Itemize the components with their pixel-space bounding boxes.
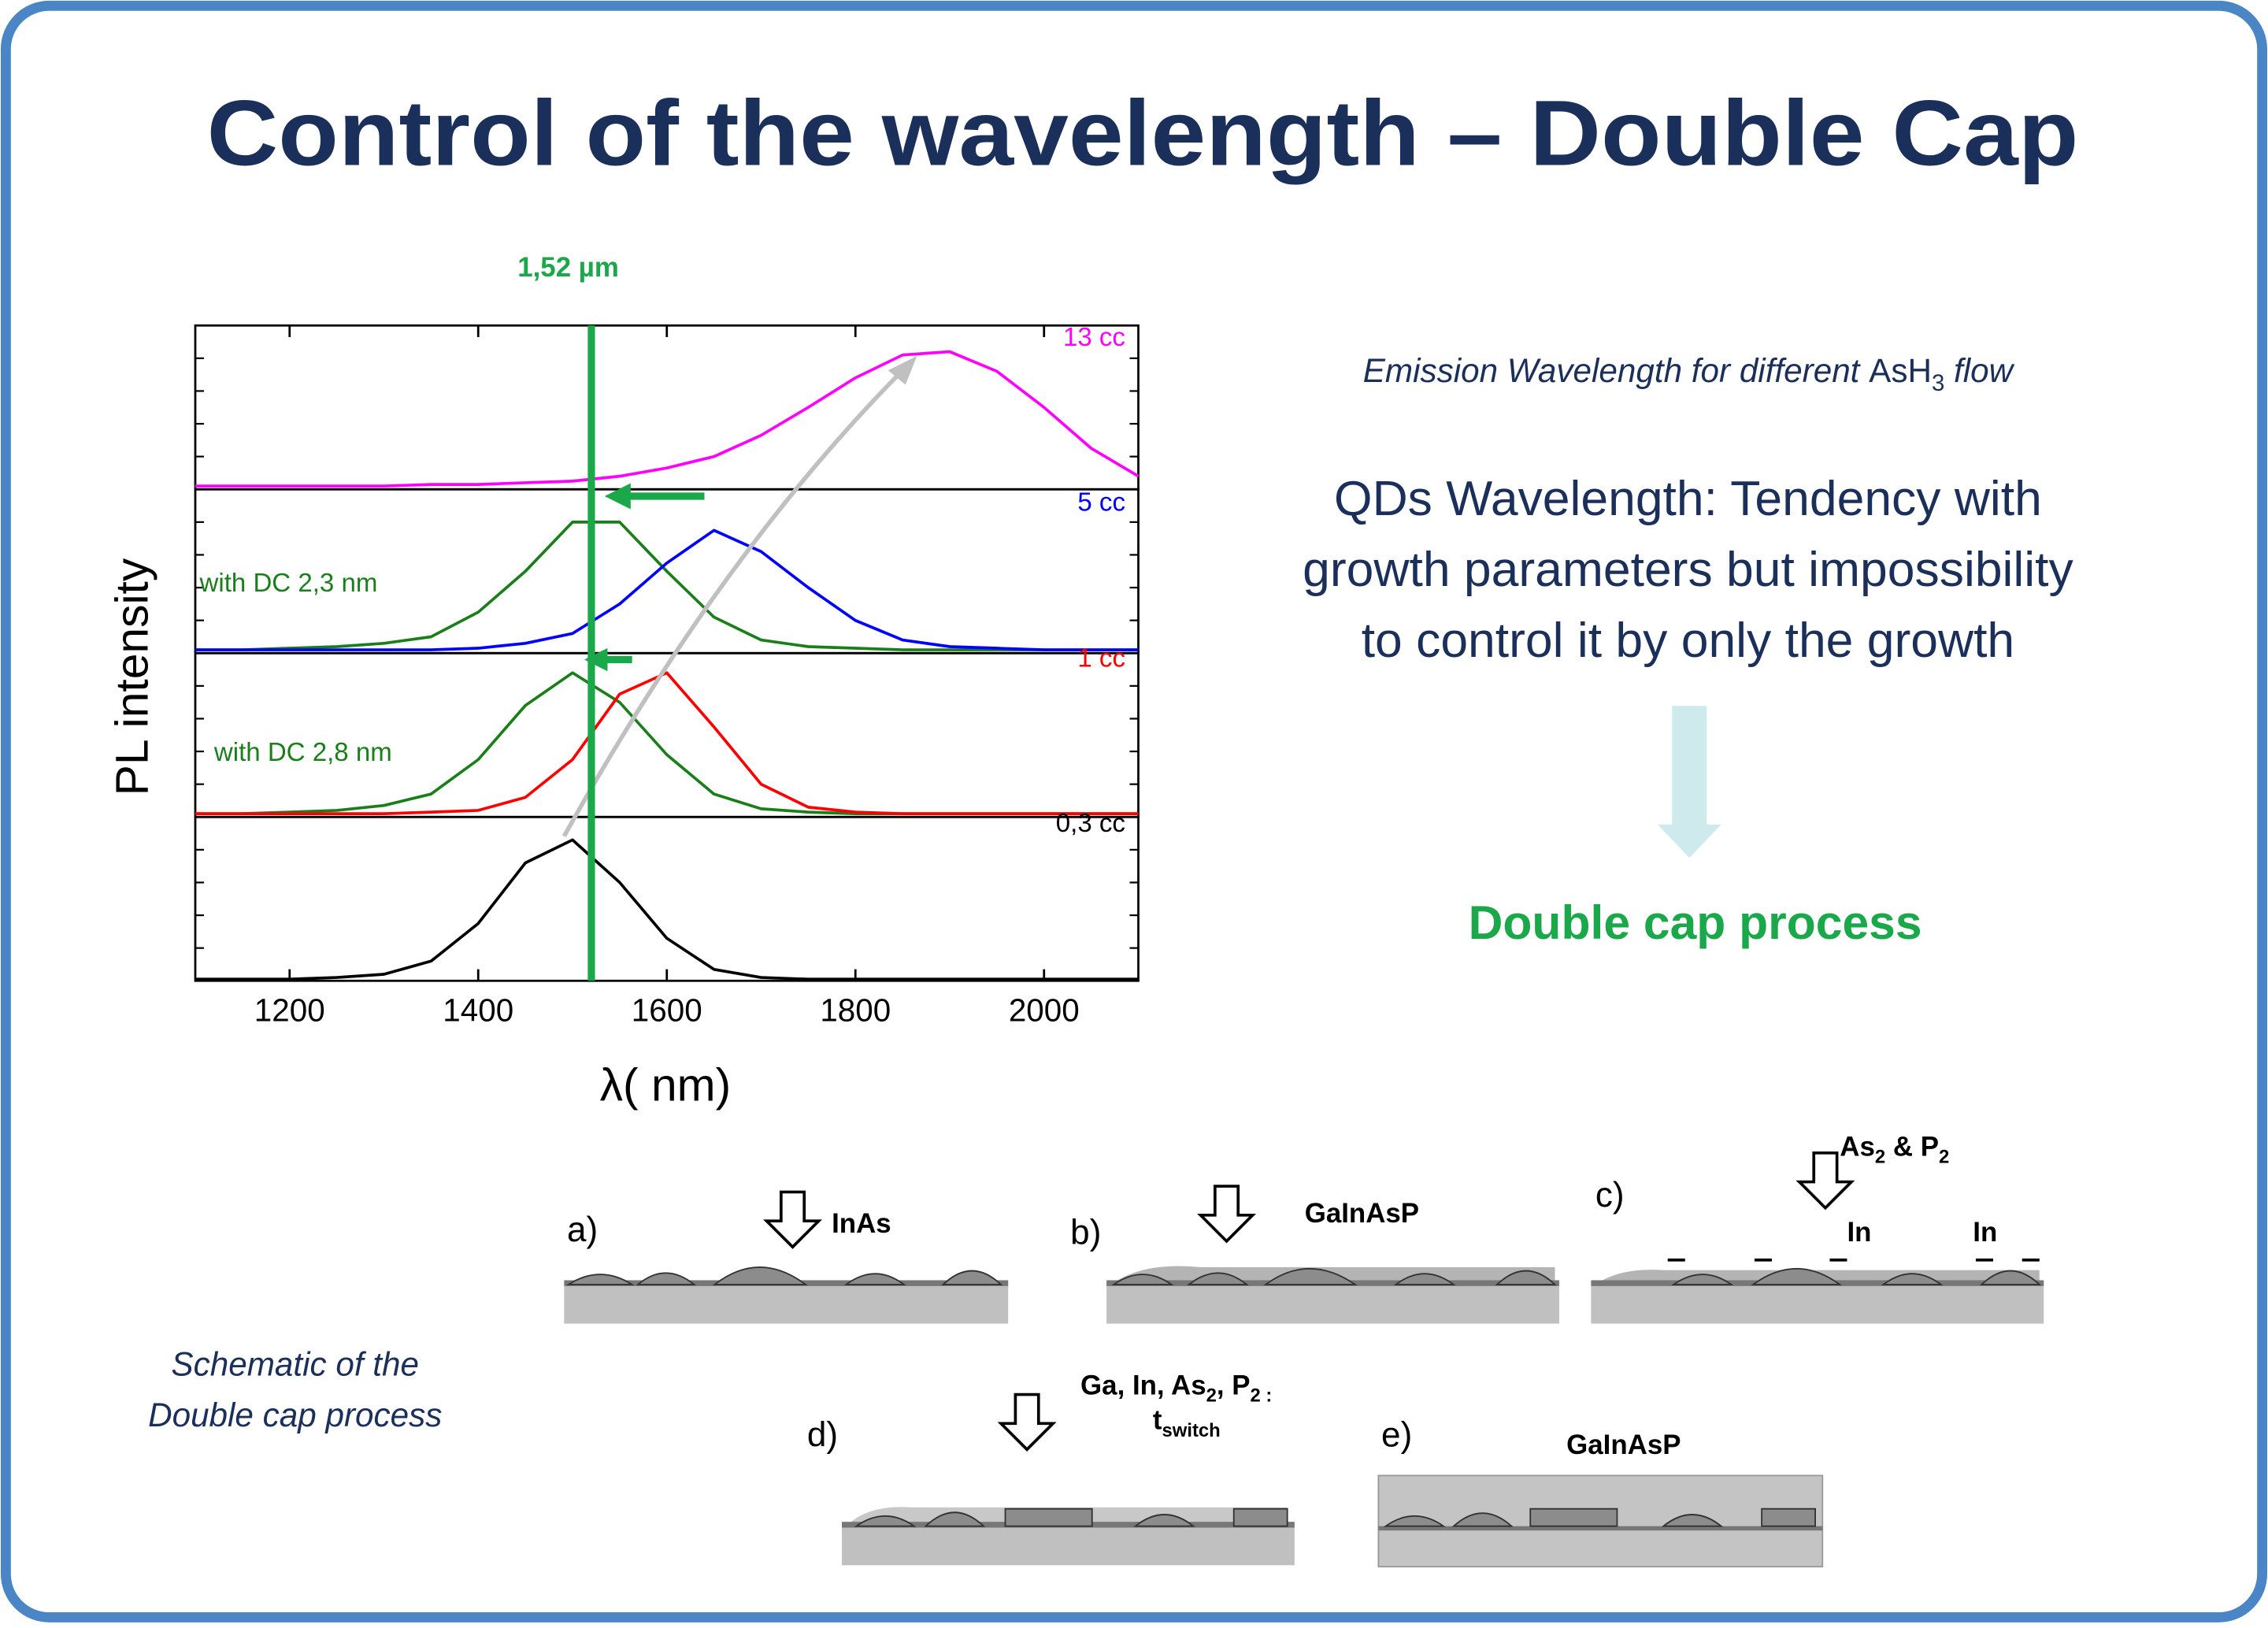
down-arrow	[1657, 706, 1721, 859]
schematic-caption: Double cap process	[148, 1396, 442, 1433]
time-label: tswitch	[1153, 1405, 1221, 1441]
quantum-dots	[1111, 1267, 1557, 1285]
flux-arrow	[1197, 1185, 1257, 1244]
x-tick-label: 1200	[254, 992, 325, 1029]
step-label: d)	[807, 1416, 838, 1455]
conclusion: Double cap process	[1469, 896, 1922, 949]
caption-text: flow	[1944, 352, 2014, 389]
time-text: t	[1153, 1405, 1162, 1436]
caption-text: Emission Wavelength for different	[1363, 352, 1869, 389]
flux-subscript: 2	[1251, 1385, 1261, 1407]
flux-label: As2 & P2	[1840, 1132, 1949, 1168]
spectrum-line	[195, 838, 1139, 981]
quantum-dots	[854, 1507, 1288, 1527]
caption-subscript: 3	[1932, 370, 1944, 396]
series-label: with DC 2,8 nm	[213, 738, 392, 767]
x-tick-label: 1600	[632, 992, 702, 1029]
x-tick-label: 2000	[1009, 992, 1080, 1029]
step-label: e)	[1381, 1416, 1412, 1455]
step-e: e) GaInAsP	[1377, 1416, 1824, 1568]
substrate	[841, 1526, 1295, 1566]
series-label: 0,3 cc	[1056, 809, 1125, 838]
quantum-dots	[1671, 1267, 2042, 1285]
quantum-dots	[1383, 1507, 1816, 1527]
slide-title: Control of the wavelength – Double Cap	[207, 81, 2079, 184]
flux-arrow	[1796, 1151, 1855, 1211]
species-label: In	[1847, 1217, 1871, 1248]
step-label: c)	[1595, 1176, 1625, 1215]
spectrum-line	[195, 528, 1139, 651]
material-label: GaInAsP	[1305, 1198, 1419, 1229]
shift-arrow-head	[584, 647, 608, 672]
shift-arrow-head	[604, 483, 631, 510]
flux-text: As	[1840, 1132, 1875, 1163]
series-label: 5 cc	[1077, 488, 1125, 517]
series-label: 1 cc	[1077, 644, 1125, 673]
step-label: a)	[567, 1211, 598, 1249]
material-label: GaInAsP	[1566, 1430, 1681, 1460]
flux-text: :	[1261, 1385, 1273, 1407]
flux-label: Ga, In, As2, P2 :	[1080, 1370, 1272, 1407]
flux-subscript: 2	[1206, 1385, 1217, 1407]
flux-subscript: 2	[1939, 1147, 1949, 1168]
schematic-caption: Schematic of the	[171, 1346, 419, 1383]
quantum-dots	[565, 1266, 1003, 1285]
series-label: 13 cc	[1063, 323, 1125, 352]
spectrum-line	[195, 521, 1139, 651]
time-subscript: switch	[1162, 1420, 1221, 1441]
wavelength-marker-label: 1,52 µm	[517, 252, 619, 283]
substrate	[564, 1284, 1009, 1324]
chart: 13 cc with DC 2,3 nm 5 cc with DC 2,8 nm 1 c…	[106, 252, 1140, 1111]
step-d: d) Ga, In, As2, P2 : tswitch	[807, 1370, 1295, 1566]
step-label: b)	[1070, 1214, 1101, 1252]
species-label: In	[1973, 1217, 1997, 1248]
flux-arrow	[763, 1190, 823, 1249]
material-label: InAs	[832, 1208, 891, 1239]
flux-subscript: 2	[1875, 1147, 1885, 1168]
flux-text: , P	[1217, 1370, 1251, 1401]
step-b: b) GaInAsP	[1070, 1185, 1559, 1324]
flux-text: Ga, In, As	[1080, 1370, 1206, 1401]
statement-line: growth parameters but impossibility	[1303, 542, 2073, 597]
trend-arrow	[561, 362, 910, 837]
statement-line: QDs Wavelength: Tendency with	[1334, 471, 2042, 526]
flux-text: & P	[1885, 1132, 1939, 1163]
substrate	[1106, 1284, 1559, 1324]
step-a: a) InAs	[564, 1190, 1009, 1324]
statement-line: to control it by only the growth	[1362, 613, 2014, 668]
wetting-layer	[1378, 1526, 1823, 1531]
trend-arrow-head	[888, 355, 917, 385]
x-tick-label: 1400	[443, 992, 513, 1029]
flux-arrow	[997, 1393, 1057, 1452]
x-tick-label: 1800	[820, 992, 891, 1029]
y-axis-label: PL intensity	[106, 558, 158, 795]
step-c: c) As2 & P2 In In	[1591, 1132, 2044, 1324]
series-label: with DC 2,3 nm	[199, 569, 378, 598]
chart-caption: Emission Wavelength for different AsH3 f…	[1363, 352, 2015, 396]
x-axis-label: λ( nm)	[600, 1060, 731, 1111]
spectrum-line	[195, 671, 1139, 815]
caption-formula: AsH	[1869, 352, 1932, 389]
spectrum-line	[195, 350, 1140, 488]
substrate	[1591, 1284, 2044, 1324]
